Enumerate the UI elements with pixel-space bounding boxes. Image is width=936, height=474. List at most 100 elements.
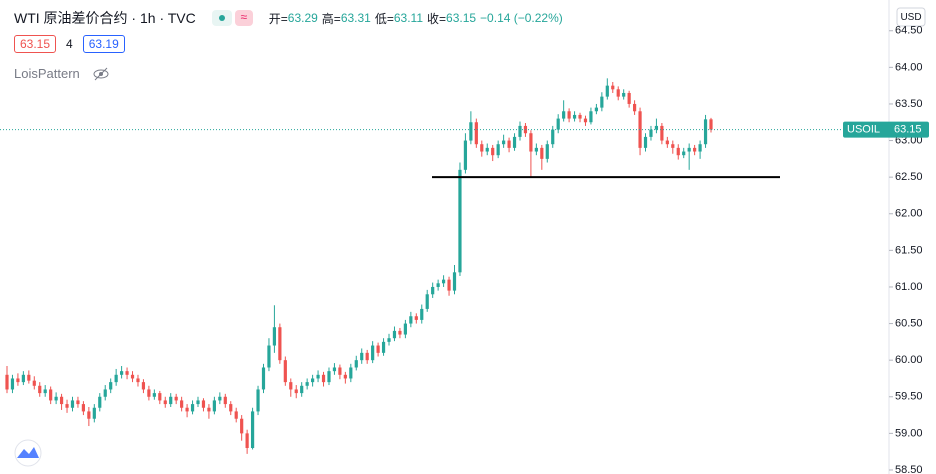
status-dot[interactable] — [211, 10, 232, 26]
candle-body — [109, 382, 113, 390]
candle-body — [496, 144, 500, 156]
candle-body — [480, 144, 484, 152]
ohlc-label: 收= — [427, 11, 447, 26]
candle-body — [622, 92, 626, 97]
logo[interactable] — [14, 439, 42, 467]
candle-body — [403, 323, 407, 335]
candle-body — [556, 118, 560, 130]
candle-body — [190, 404, 195, 412]
status-icon[interactable]: ≈ — [234, 10, 253, 26]
candle-body — [147, 389, 151, 397]
candle-body — [371, 345, 375, 361]
candle-body — [638, 111, 642, 148]
candle-body — [425, 294, 429, 309]
candle-body — [414, 316, 418, 320]
ohlc-value: 63.31 — [340, 11, 371, 25]
candle-body — [562, 111, 566, 119]
indicator-name: LoisPattern — [14, 66, 80, 81]
candle-body — [49, 389, 53, 401]
candle-body — [114, 374, 118, 383]
candle-body — [338, 367, 342, 375]
candle-body — [158, 393, 162, 401]
candle-body — [381, 341, 386, 353]
candle-body — [649, 129, 653, 137]
ohlc-label: 开= — [268, 11, 288, 26]
candle-body — [70, 400, 75, 408]
candle-body — [120, 371, 124, 375]
candle-body — [229, 404, 233, 412]
candle-body — [436, 283, 440, 287]
candle-body — [27, 374, 31, 381]
candle-body — [605, 85, 609, 97]
buy-button[interactable]: 63.19 — [82, 35, 125, 53]
symbol-tag: USOIL — [847, 123, 880, 135]
candle-body — [332, 367, 337, 372]
candle-body — [627, 92, 631, 104]
candle-body — [261, 367, 266, 390]
candle-body — [398, 330, 402, 335]
candle-body — [180, 400, 184, 408]
candle-body — [376, 345, 380, 353]
y-tick-label: 59.00 — [895, 427, 923, 439]
candle-body — [654, 125, 659, 130]
candle-body — [594, 107, 598, 112]
candle-body — [529, 133, 533, 152]
candle-body — [551, 129, 555, 145]
candle-body — [240, 418, 244, 434]
candle-body — [76, 400, 80, 405]
candle-body — [452, 272, 457, 291]
candle-body — [671, 144, 675, 148]
ohlc-value: 63.29 — [287, 11, 318, 25]
y-tick-label: 61.50 — [895, 244, 923, 256]
candle-body — [485, 147, 489, 152]
candle-body — [354, 360, 358, 368]
candle-body — [632, 103, 637, 112]
candle-body — [441, 279, 446, 284]
candle-body — [5, 374, 9, 390]
candle-body — [469, 122, 473, 141]
last-price-label: 63.15 — [894, 123, 922, 135]
candle-body — [365, 352, 369, 361]
candle-body — [272, 327, 277, 346]
candle-body — [512, 136, 517, 148]
candle-body — [474, 122, 478, 145]
candle-body — [32, 380, 36, 386]
candle-body — [311, 378, 315, 383]
candle-body — [327, 371, 331, 383]
candle-body — [572, 114, 577, 119]
y-tick-label: 60.00 — [895, 354, 923, 366]
candle-body — [458, 169, 462, 273]
candle-body — [163, 400, 167, 405]
y-tick-label: 62.00 — [895, 208, 923, 220]
candle-body — [600, 96, 604, 108]
candle-body — [267, 345, 271, 368]
indicator-row: LoisPattern — [14, 66, 110, 81]
candle-body — [463, 140, 468, 170]
candle-body — [305, 382, 309, 386]
candle-body — [643, 136, 648, 148]
candle-body — [152, 393, 156, 397]
candle-body — [16, 378, 20, 383]
candle-body — [201, 400, 206, 408]
change: −0.14 (−0.22%) — [480, 11, 563, 25]
candle-body — [136, 378, 140, 383]
currency: USD — [900, 12, 921, 23]
hide-icon[interactable] — [92, 67, 110, 81]
candle-body — [223, 396, 227, 405]
sell-button[interactable]: 63.15 — [14, 35, 57, 53]
candle-body — [125, 371, 129, 375]
ohlc-value: 63.11 — [393, 11, 423, 25]
candle-body — [567, 111, 571, 119]
currency-box[interactable] — [896, 7, 926, 27]
candle-body — [343, 374, 347, 379]
candle-body — [87, 411, 91, 419]
candle-body — [611, 85, 615, 90]
candle-body — [316, 374, 320, 379]
candle-body — [502, 140, 506, 145]
candle-body — [387, 338, 391, 342]
candle-body — [283, 360, 287, 383]
candle-body — [665, 140, 669, 145]
candle-body — [92, 407, 96, 419]
candle-body — [169, 396, 173, 405]
